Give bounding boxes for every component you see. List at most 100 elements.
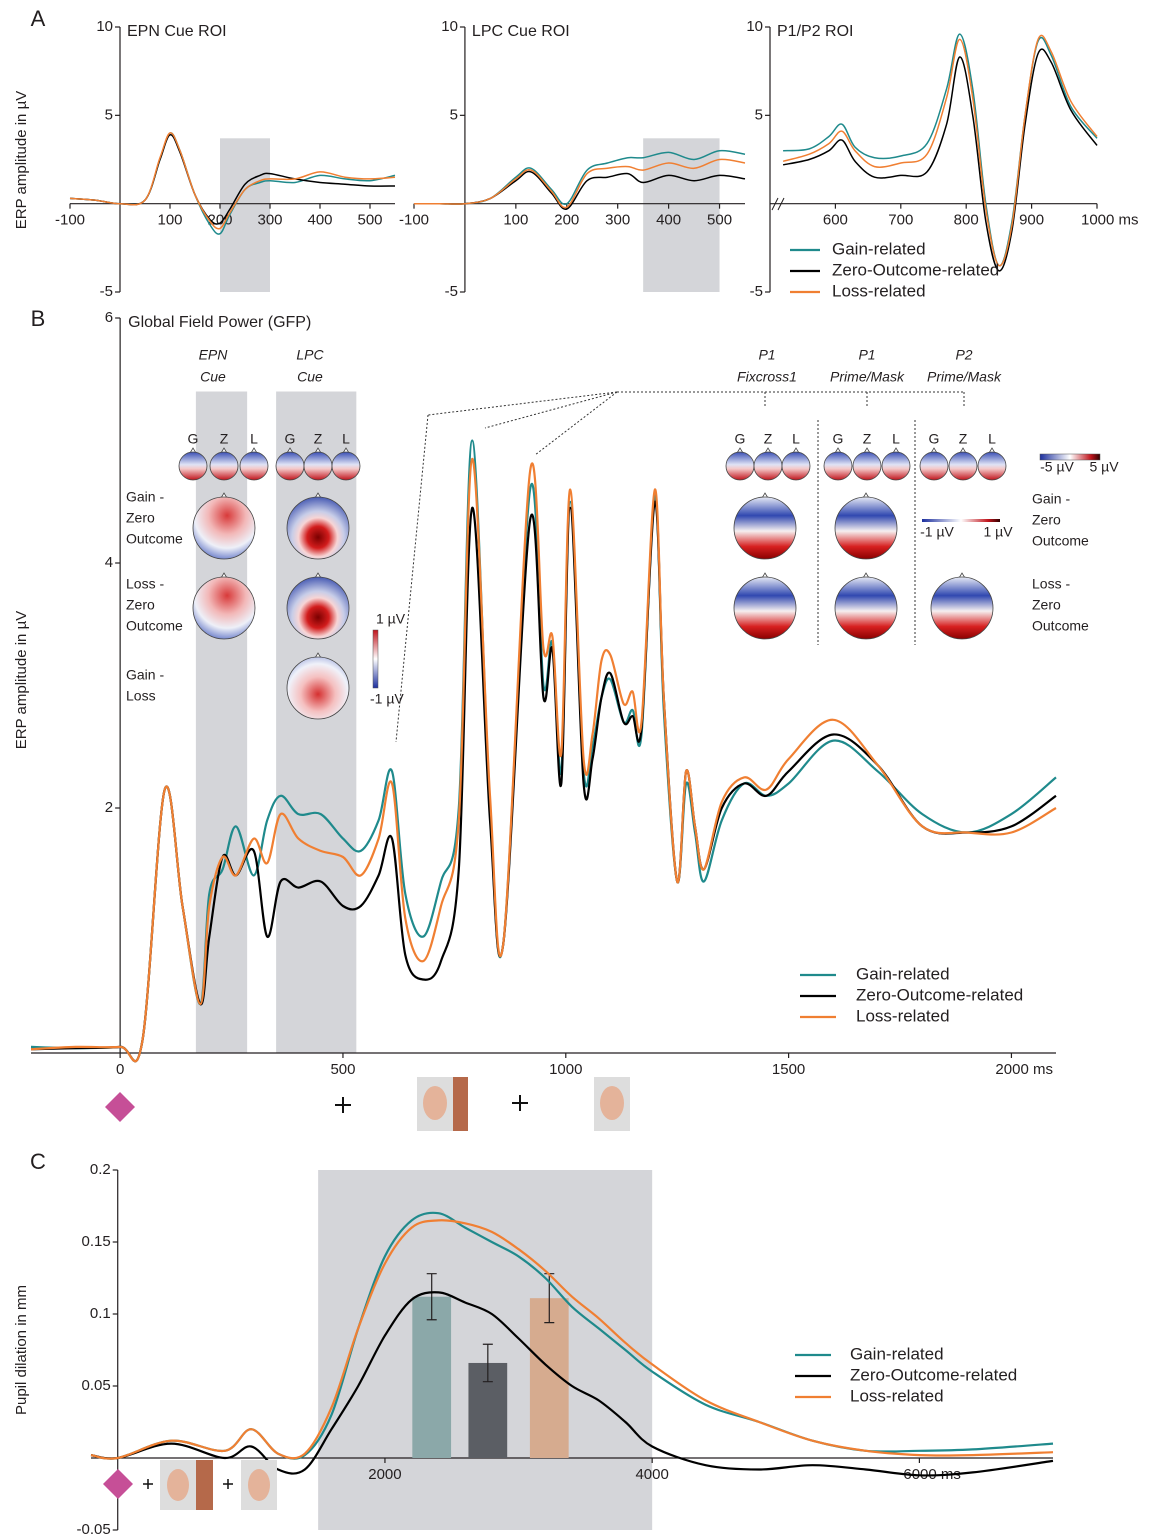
legend-label: Loss-related (856, 1006, 950, 1025)
annotation: Outcome (126, 531, 183, 547)
legend-label: Gain-related (832, 239, 926, 258)
x-tick-label: -100 (55, 212, 85, 229)
annotation: Cue (297, 369, 323, 385)
y-tick-label: 5 (755, 106, 763, 123)
x-tick-label: 100 (503, 212, 528, 229)
y-tick-label: 4 (105, 554, 113, 571)
annotation: EPN (199, 347, 229, 363)
y-tick-label: 10 (96, 18, 113, 35)
face (600, 1086, 624, 1120)
legend-label: Gain-related (856, 964, 950, 983)
annotation: Fixcross1 (737, 369, 797, 385)
bar (412, 1297, 451, 1458)
head-map (287, 497, 349, 559)
annotation: Cue (200, 369, 226, 385)
x-tick-label: 300 (605, 212, 630, 229)
head-map (949, 452, 977, 480)
y-tick-label: -5 (445, 283, 458, 300)
annotation: Gain - (1032, 491, 1070, 507)
head-map (824, 452, 852, 480)
x-tick-label: 200 (554, 212, 579, 229)
head-map (782, 452, 810, 480)
annotation: 1 µV (983, 524, 1013, 540)
annotation: LPC (296, 347, 324, 363)
shaded-region (196, 392, 247, 1054)
annotation: P2 (955, 347, 972, 363)
x-tick-label: 700 (888, 212, 913, 229)
head-map (304, 452, 332, 480)
x-tick-label: 900 (1019, 212, 1044, 229)
panel-label: A (31, 6, 46, 31)
annotation: -1 µV (370, 691, 404, 707)
annotation: Loss (126, 688, 156, 704)
legend-label: Zero-Outcome-related (850, 1365, 1017, 1384)
annotation: P1 (758, 347, 775, 363)
annotation: Zero (1032, 512, 1061, 528)
y-tick-label: 10 (746, 18, 763, 35)
annotation: Prime/Mask (927, 369, 1002, 385)
y-tick-label: 0.05 (82, 1377, 111, 1394)
annotation: Zero (1032, 597, 1061, 613)
x-tick-label: 400 (307, 212, 332, 229)
annotation: Loss - (1032, 576, 1070, 592)
panel-label: C (30, 1149, 46, 1174)
head-map (240, 452, 268, 480)
condition-label: G (285, 431, 296, 447)
y-tick-label: -5 (750, 283, 763, 300)
x-tick-label: 100 (157, 212, 182, 229)
condition-label: Z (220, 431, 229, 447)
annotation: Loss - (126, 576, 164, 592)
condition-label: L (792, 431, 800, 447)
condition-label: Z (863, 431, 872, 447)
chart-title: LPC Cue ROI (472, 23, 570, 40)
head-map (835, 577, 897, 639)
x-tick-label: 1000 ms (1081, 212, 1139, 229)
legend-label: Gain-related (850, 1344, 944, 1363)
shaded-region (276, 392, 356, 1054)
legend-label: Zero-Outcome-related (856, 985, 1023, 1004)
legend-label: Loss-related (850, 1386, 944, 1405)
x-tick-label: 1500 (772, 1061, 805, 1078)
condition-label: Z (764, 431, 773, 447)
head-map (882, 452, 910, 480)
y-axis-label: Pupil dilation in mm (13, 1285, 30, 1415)
annotation: Prime/Mask (830, 369, 905, 385)
head-map (179, 452, 207, 480)
annotation: -1 µV (920, 524, 954, 540)
annotation: Zero (126, 597, 155, 613)
x-tick-label: 300 (257, 212, 282, 229)
head-map (193, 497, 255, 559)
x-tick-label: 2000 ms (995, 1061, 1053, 1078)
annotation: 5 µV (1089, 459, 1119, 475)
y-axis-label: ERP amplitude in µV (13, 611, 30, 749)
annotation: Gain - (126, 489, 164, 505)
annotation: Gain - (126, 667, 164, 683)
annotation: P1 (858, 347, 875, 363)
y-tick-label: 0.1 (90, 1305, 111, 1322)
head-map (210, 452, 238, 480)
face (248, 1469, 270, 1501)
colorbar (922, 519, 1000, 522)
y-tick-label: -0.05 (77, 1521, 111, 1538)
annotation: Outcome (1032, 533, 1089, 549)
x-tick-label: 4000 (635, 1466, 668, 1483)
head-map (920, 452, 948, 480)
head-map (853, 452, 881, 480)
head-map (931, 577, 993, 639)
condition-label: G (188, 431, 199, 447)
x-tick-label: 500 (707, 212, 732, 229)
head-map (734, 497, 796, 559)
condition-label: L (892, 431, 900, 447)
legend-label: Zero-Outcome-related (832, 260, 999, 279)
legend-label: Loss-related (832, 281, 926, 300)
y-tick-label: 0.15 (82, 1233, 111, 1250)
annotation: -5 µV (1040, 459, 1074, 475)
x-tick-label: 500 (357, 212, 382, 229)
y-tick-label: 6 (105, 309, 113, 326)
condition-label: Z (959, 431, 968, 447)
head-map (726, 452, 754, 480)
x-tick-label: 800 (954, 212, 979, 229)
head-map (276, 452, 304, 480)
condition-label: L (988, 431, 996, 447)
y-tick-label: 0.2 (90, 1161, 111, 1178)
